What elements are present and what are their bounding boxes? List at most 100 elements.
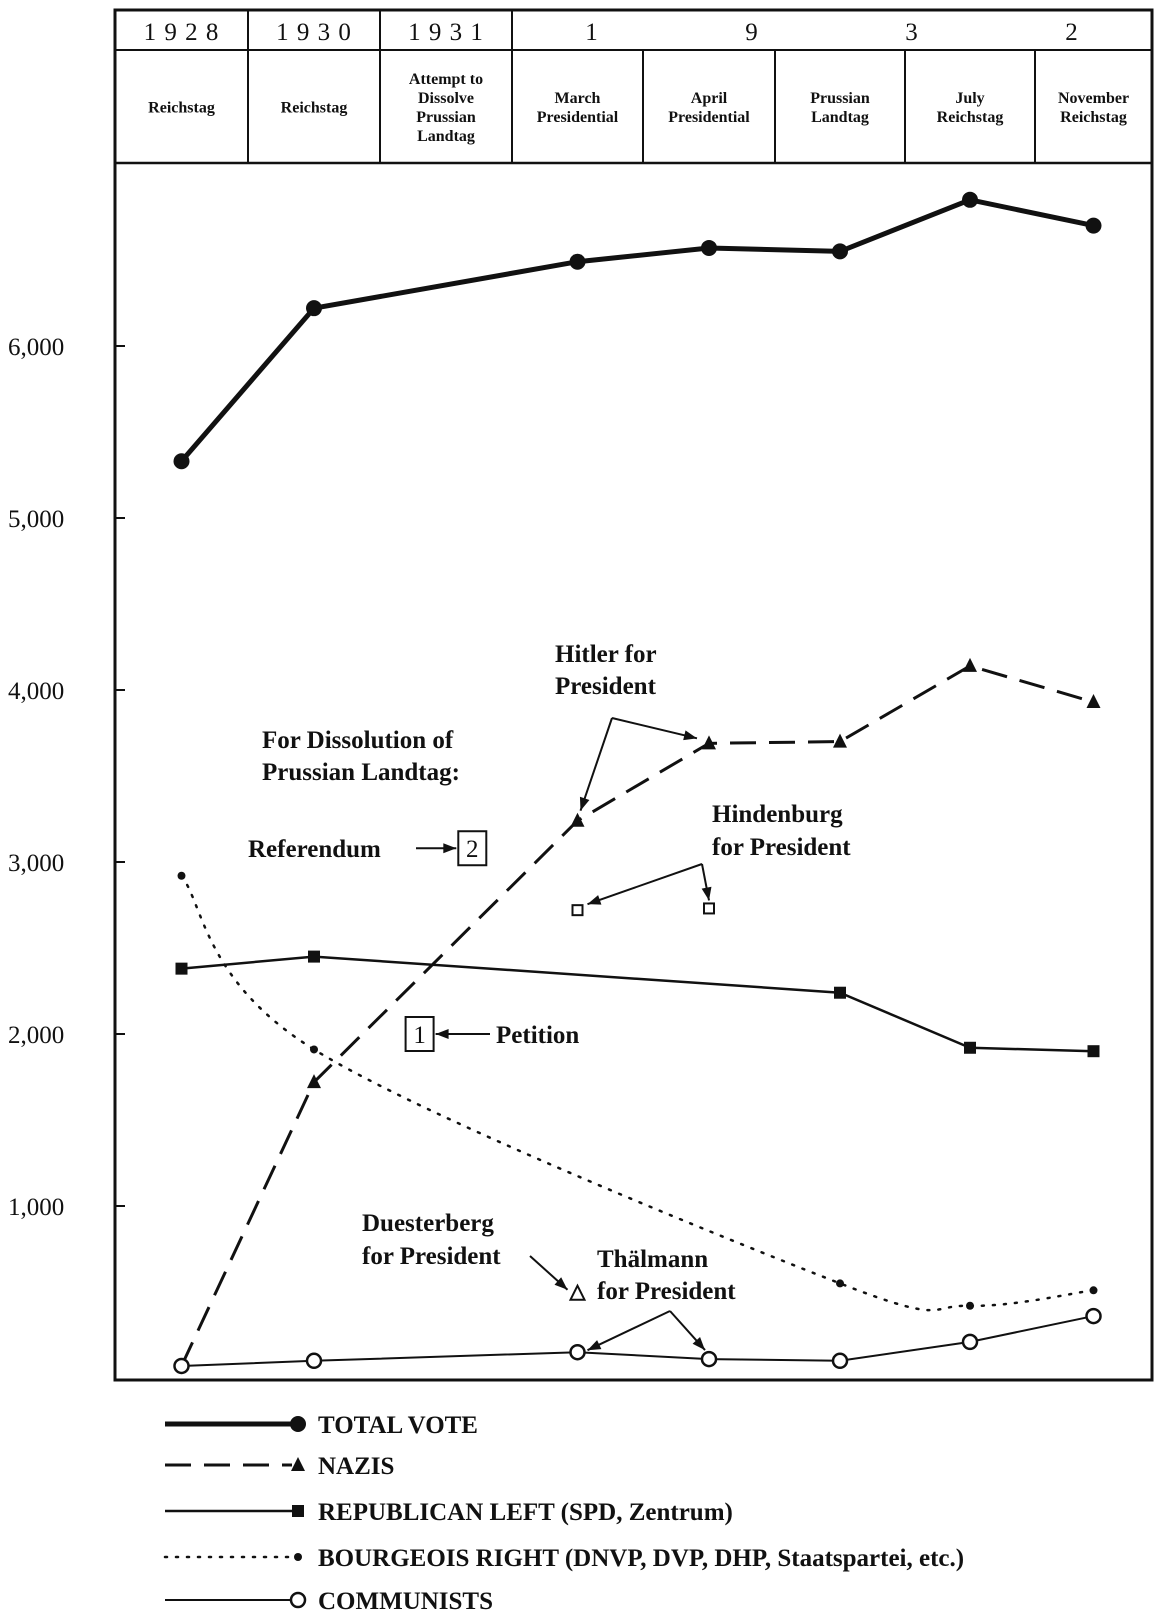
legend-marker: [291, 1457, 305, 1471]
annotation-duesterberg: Duesterberg for President: [362, 1210, 501, 1270]
data-point: [836, 1279, 844, 1288]
series-line: [179, 197, 1095, 463]
data-point: [305, 1352, 323, 1370]
arrow-hindenburg-march: [587, 863, 703, 906]
header-election-label: March Presidential: [537, 90, 619, 126]
data-point: [571, 904, 584, 917]
series-line: [180, 874, 1095, 1312]
header-election-line: Prussian: [810, 90, 870, 107]
y-axis: 1,000 2,000 3,000 4,000 5,000 6,000: [8, 334, 125, 1221]
arrow-head: [683, 730, 697, 741]
header-election-label: July Reichstag: [937, 90, 1004, 126]
data-point: [703, 902, 715, 915]
arrow-shaft: [587, 1310, 671, 1352]
annotation-referendum: Referendum: [248, 836, 381, 863]
data-point: [963, 657, 977, 672]
data-point: [1085, 217, 1102, 234]
arrow-head: [443, 843, 457, 854]
header-election-line: Reichstag: [281, 100, 348, 117]
arrow-head: [435, 1029, 449, 1039]
header-election-line: April: [691, 90, 728, 107]
annotation-hindenburg-line: for President: [712, 834, 851, 861]
legend-item-bourgeois-right: BOURGEOIS RIGHT (DNVP, DVP, DHP, Staatsp…: [163, 1545, 964, 1572]
annotation-petition: Petition: [496, 1022, 579, 1049]
series-republican-left: [175, 950, 1100, 1058]
annotation-hitler-line: Hitler for: [555, 641, 657, 668]
header-election-line: March: [555, 90, 601, 107]
legend: TOTAL VOTE NAZIS REPUBLICAN LEFT (SPD, Zen…: [163, 1412, 964, 1615]
boxed-number-frame: [457, 830, 488, 867]
legend-marker: [292, 1505, 304, 1517]
annotation-dissolution-line: For Dissolution of: [262, 727, 454, 754]
annotation-thaelmann-line: for President: [597, 1278, 736, 1305]
y-tick-label: 2,000: [8, 1022, 64, 1049]
header-year-digit: 3: [905, 19, 919, 46]
annotation-thaelmann: Thälmann for President: [597, 1246, 736, 1305]
arrow-hitler-march: [579, 717, 613, 812]
data-point: [1087, 1045, 1100, 1058]
header-election-line: Landtag: [417, 128, 475, 145]
arrow-hindenburg-april: [701, 863, 712, 901]
data-point: [308, 950, 320, 963]
legend-label: REPUBLICAN LEFT (SPD, Zentrum): [318, 1499, 733, 1526]
arrow-petition: [435, 1029, 490, 1039]
data-point: [831, 1352, 849, 1370]
extra-referendum: 2: [457, 830, 488, 867]
header-election-line: Presidential: [668, 109, 750, 126]
header-year: 1 9 2 8: [144, 19, 220, 46]
data-point: [1085, 1307, 1102, 1325]
data-point: [569, 253, 586, 270]
legend-item-nazis: NAZIS: [165, 1453, 394, 1480]
extra-duesterberg-for-president: [568, 1283, 587, 1301]
arrow-shaft: [579, 717, 613, 812]
plot-frame: [113, 8, 1154, 1382]
arrow-duesterberg: [529, 1255, 569, 1291]
y-tick-label: 4,000: [8, 678, 64, 705]
series-nazis: [180, 657, 1101, 1367]
legend-marker: [289, 1591, 307, 1609]
y-tick-label: 1,000: [8, 1194, 64, 1221]
data-point: [961, 1333, 979, 1351]
legend-label: BOURGEOIS RIGHT (DNVP, DVP, DHP, Staatsp…: [318, 1545, 964, 1572]
data-point: [964, 1041, 976, 1054]
header-election-line: Reichstag: [937, 109, 1004, 126]
header-election-label: Reichstag: [281, 100, 348, 117]
data-point: [1089, 1286, 1098, 1295]
data-point: [1086, 694, 1101, 709]
annotation-duesterberg-line: for President: [362, 1243, 501, 1270]
plot-border: [113, 8, 1154, 1382]
extra-points: 12: [404, 830, 715, 1301]
header-election-line: Reichstag: [1060, 109, 1127, 126]
data-point: [702, 735, 716, 750]
header-year: 1 9 3 0: [276, 19, 352, 46]
arrow-head: [692, 1337, 705, 1351]
data-point: [310, 1045, 318, 1054]
header-election-line: Prussian: [416, 109, 476, 126]
header-election-line: Reichstag: [148, 100, 215, 117]
series-bourgeois-right: [177, 871, 1098, 1312]
header-election-label: Prussian Landtag: [810, 90, 870, 126]
header-year: 1 9 3 1: [408, 19, 484, 46]
annotation-hitler-line: President: [555, 673, 657, 700]
legend-label: TOTAL VOTE: [318, 1412, 478, 1439]
arrow-shaft: [587, 863, 703, 906]
boxed-number-label: 2: [466, 836, 479, 863]
header-election-line: November: [1058, 90, 1129, 107]
annotation-dissolution: For Dissolution of Prussian Landtag:: [262, 727, 460, 786]
legend-item-republican-left: REPUBLICAN LEFT (SPD, Zentrum): [165, 1499, 733, 1526]
y-tick-label: 3,000: [8, 850, 64, 877]
arrow-thaelmann-april: [669, 1310, 706, 1351]
header-year-digit: 9: [745, 19, 759, 46]
data-point: [570, 812, 585, 827]
annotation-dissolution-line: Prussian Landtag:: [262, 759, 460, 786]
header-election-label: Reichstag: [148, 100, 215, 117]
data-point: [700, 1350, 718, 1368]
data-point: [173, 453, 190, 470]
header-year-digit: 1: [585, 19, 599, 46]
legend-marker: [290, 1416, 306, 1432]
data-point: [569, 1343, 586, 1361]
y-tick-label: 5,000: [8, 506, 64, 533]
extra-petition: 1: [404, 1016, 435, 1052]
annotation-hindenburg: Hindenburg for President: [712, 801, 851, 861]
